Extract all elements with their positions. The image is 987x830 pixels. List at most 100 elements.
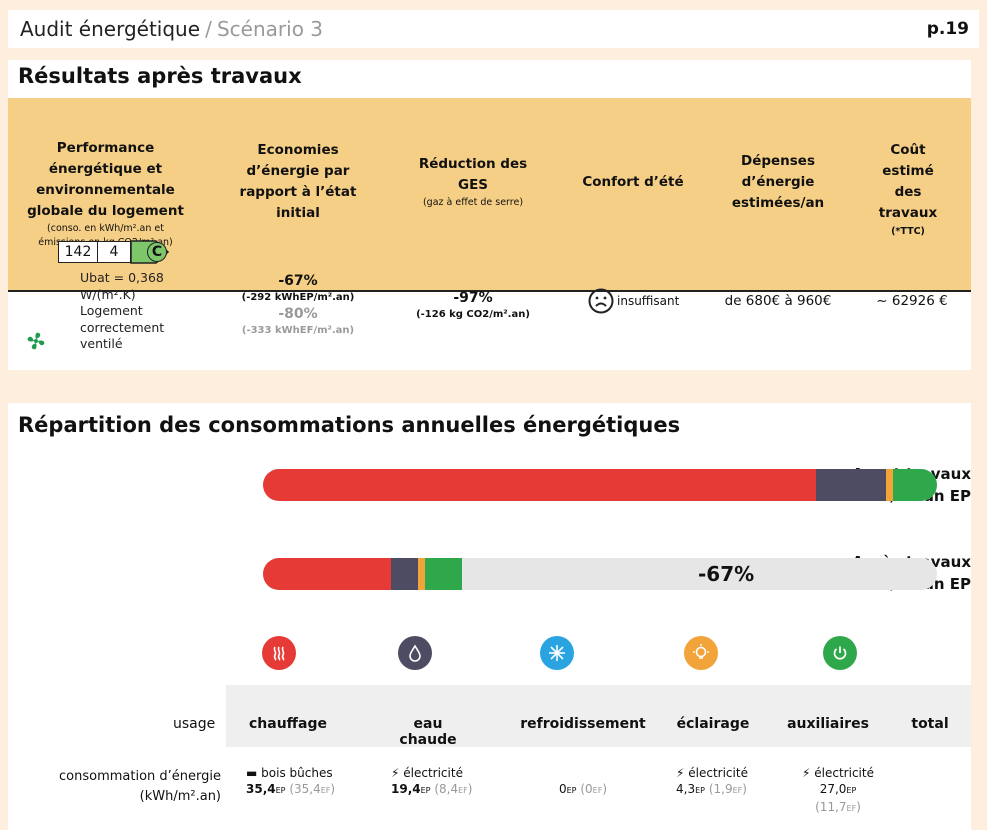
- conso-chauffage-ep: 35,4: [246, 782, 276, 796]
- after-reduction: -67%: [698, 562, 755, 586]
- energy-label-conso: 142: [58, 241, 98, 263]
- ventilation-l2: correctement: [80, 319, 165, 335]
- sad-face-icon: [588, 288, 614, 314]
- page-number: p.19: [926, 19, 969, 39]
- water-drop-icon: [398, 636, 432, 670]
- bar-segment-eau_chaude: [815, 469, 887, 501]
- conso-chauffage-source: bois bûches: [261, 766, 333, 780]
- header-title-group: Audit énergétique / Scénario 3: [20, 17, 323, 41]
- bar-segment-auxiliaires: [424, 558, 462, 590]
- col-savings-l2: d’énergie par: [246, 163, 350, 179]
- bar-segment-eclairage: [886, 469, 894, 501]
- conso-eau-chaude-ep: 19,4: [391, 782, 421, 796]
- conso-refroidissement-ep: 0: [558, 782, 567, 796]
- consumption-title: Répartition des consommations annuelles …: [18, 413, 681, 437]
- col-spending-l3: estimées/an: [731, 194, 825, 211]
- col-cost-note: (*TTC): [891, 226, 925, 237]
- col-auxiliaires: auxiliaires: [787, 716, 869, 732]
- conso-refroidissement: 0EP (0EF): [528, 781, 638, 799]
- col-cost: Coût estimé des travaux (*TTC): [853, 94, 963, 286]
- col-spending: Dépenses d’énergie estimées/an: [708, 86, 848, 278]
- ef-subscript: EF: [458, 786, 468, 795]
- savings-ep-abs: (-292 kWhEP/m².an): [241, 292, 355, 303]
- col-performance-l1: Performance: [56, 140, 155, 156]
- conso-auxiliaires-ep: 27,0: [819, 782, 847, 796]
- energy-label-emission: 4: [98, 241, 131, 263]
- col-refroidissement: refroidissement: [520, 716, 646, 732]
- col-cost-l3: des: [894, 184, 922, 200]
- conso-eau-chaude-ef-close: ): [467, 782, 473, 796]
- conso-eau-chaude: ⚡︎ électricité 19,4EP (8,4EF): [391, 765, 501, 799]
- col-comfort-l1: Confort d’été: [582, 173, 684, 190]
- usage-band: [226, 685, 971, 747]
- ubat-l2: W/(m².K): [80, 286, 136, 302]
- ventilation-l3: ventilé: [80, 336, 123, 351]
- ubat-info: Ubat = 0,368 W/(m².K) Logement correctem…: [80, 270, 164, 353]
- conso-eau-chaude-source: électricité: [403, 766, 463, 780]
- conso-eclairage-ef: (1,9: [708, 782, 733, 796]
- conso-auxiliaires-source: électricité: [814, 766, 874, 780]
- savings-ef-pct: -80%: [278, 306, 318, 322]
- comfort-value: insuffisant: [617, 294, 680, 308]
- col-ghg-l2: GES: [457, 177, 489, 193]
- cost-value: ~ 62926 €: [876, 293, 948, 309]
- results-title: Résultats après travaux: [18, 64, 302, 88]
- ventilation-l1: Logement: [80, 303, 143, 318]
- conso-chauffage-ef: (35,4: [289, 782, 321, 796]
- col-performance-l2: énergétique et: [48, 161, 163, 177]
- lightning-icon: ⚡︎: [391, 766, 400, 780]
- col-chauffage: chauffage: [249, 716, 327, 732]
- ef-subscript: EF: [846, 804, 857, 813]
- conso-label: consommation d’énergie (kWh/m².an): [8, 767, 221, 807]
- bar-segment-chauffage: [263, 558, 392, 590]
- ubat-l1: Ubat = 0,368: [80, 270, 164, 285]
- col-ghg: Réduction des GES (gaz à effet de serre): [393, 86, 553, 278]
- conso-auxiliaires-ef: (11,7: [815, 800, 847, 814]
- conso-chauffage-ef-close: ): [330, 782, 336, 796]
- col-spending-l1: Dépenses: [740, 152, 816, 169]
- conso-label-l1: consommation d’énergie: [59, 769, 221, 784]
- comfort-cell: insuffisant: [588, 288, 679, 314]
- page-header: Audit énergétique / Scénario 3 p.19: [8, 10, 979, 48]
- col-eclairage: éclairage: [676, 716, 750, 732]
- ep-subscript: EP: [566, 786, 577, 795]
- col-performance-l3: environnementale: [36, 182, 175, 198]
- savings-ep-pct: -67%: [278, 273, 318, 289]
- snowflake-icon: [540, 636, 574, 670]
- conso-refroidissement-ef-close: ): [602, 782, 608, 796]
- bar-segment-chauffage: [263, 469, 816, 501]
- energy-label: 142 4 C: [58, 240, 170, 264]
- col-cost-l4: travaux: [878, 205, 938, 221]
- results-section: Résultats après travaux Performance éner…: [8, 60, 971, 370]
- col-cost-l2: estimé: [882, 163, 934, 179]
- savings-cell: -67% (-292 kWhEP/m².an) -80% (-333 kWhEF…: [208, 260, 388, 350]
- col-savings-l4: initial: [276, 205, 320, 221]
- after-bar: [263, 558, 937, 590]
- conso-eclairage-source: électricité: [688, 766, 748, 780]
- ef-subscript: EF: [320, 786, 331, 795]
- wood-log-icon: ▬: [246, 766, 258, 780]
- conso-eau-chaude-ef: (8,4: [434, 782, 459, 796]
- col-spending-l2: d’énergie: [741, 173, 815, 190]
- lightbulb-icon: [684, 636, 718, 670]
- conso-eclairage-ef-close: ): [742, 782, 747, 796]
- lightning-icon: ⚡︎: [802, 766, 811, 780]
- usage-label: usage: [173, 716, 216, 732]
- col-ghg-l1: Réduction des: [418, 156, 528, 172]
- header-scenario: Scénario 3: [216, 17, 324, 41]
- ep-subscript: EP: [695, 786, 705, 795]
- ep-subscript: EP: [275, 786, 286, 795]
- col-ghg-note: (gaz à effet de serre): [422, 197, 524, 208]
- ghg-abs: (-126 kg CO2/m².an): [416, 308, 530, 320]
- col-savings-l3: rapport à l’état: [239, 184, 357, 200]
- conso-refroidissement-ef: (0: [580, 782, 593, 796]
- header-separator: /: [205, 17, 212, 41]
- power-icon: [823, 636, 857, 670]
- col-savings: Economies d’énergie par rapport à l’état…: [208, 86, 388, 278]
- spending-value: de 680€ à 960€: [724, 293, 832, 309]
- before-bar: [263, 469, 937, 501]
- conso-auxiliaires: ⚡︎ électricité 27,0EP (11,7EF): [788, 765, 888, 817]
- col-total: total: [911, 716, 949, 732]
- conso-chauffage: ▬ bois bûches 35,4EP (35,4EF): [246, 765, 356, 799]
- ef-subscript: EF: [592, 786, 603, 795]
